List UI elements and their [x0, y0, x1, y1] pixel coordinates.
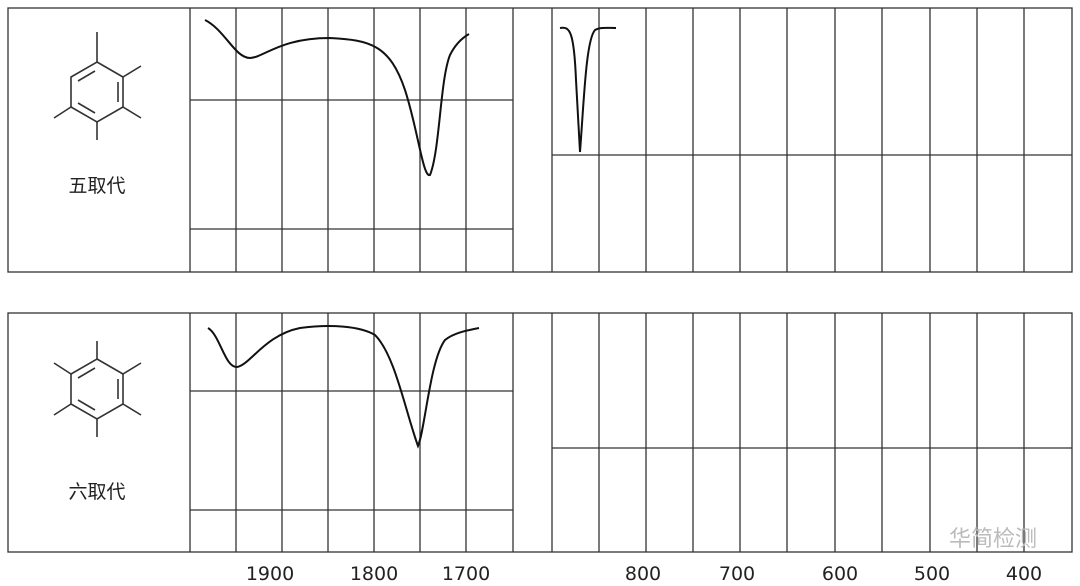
panel-penta: 五取代 — [7, 7, 1073, 273]
spectrum — [559, 26, 617, 153]
x-axis: 1900 1800 1700 800 700 600 500 400 — [246, 563, 1042, 585]
axis-label: 1900 — [246, 563, 294, 585]
axis-label: 600 — [822, 563, 858, 585]
panel-label: 五取代 — [68, 175, 125, 197]
axis-label: 500 — [914, 563, 950, 585]
axis-label: 1800 — [350, 563, 398, 585]
axis-label: 700 — [719, 563, 755, 585]
spectrum — [207, 325, 480, 449]
watermark: 华简检测 — [949, 527, 1037, 552]
panel-hexa: 六取代 — [7, 312, 1073, 553]
spectrum — [204, 19, 470, 177]
molecule — [53, 341, 142, 437]
axis-label: 800 — [625, 563, 661, 585]
axis-label: 400 — [1006, 563, 1042, 585]
molecule — [53, 32, 142, 140]
axis-label: 1700 — [442, 563, 490, 585]
panel-label: 六取代 — [68, 481, 125, 503]
